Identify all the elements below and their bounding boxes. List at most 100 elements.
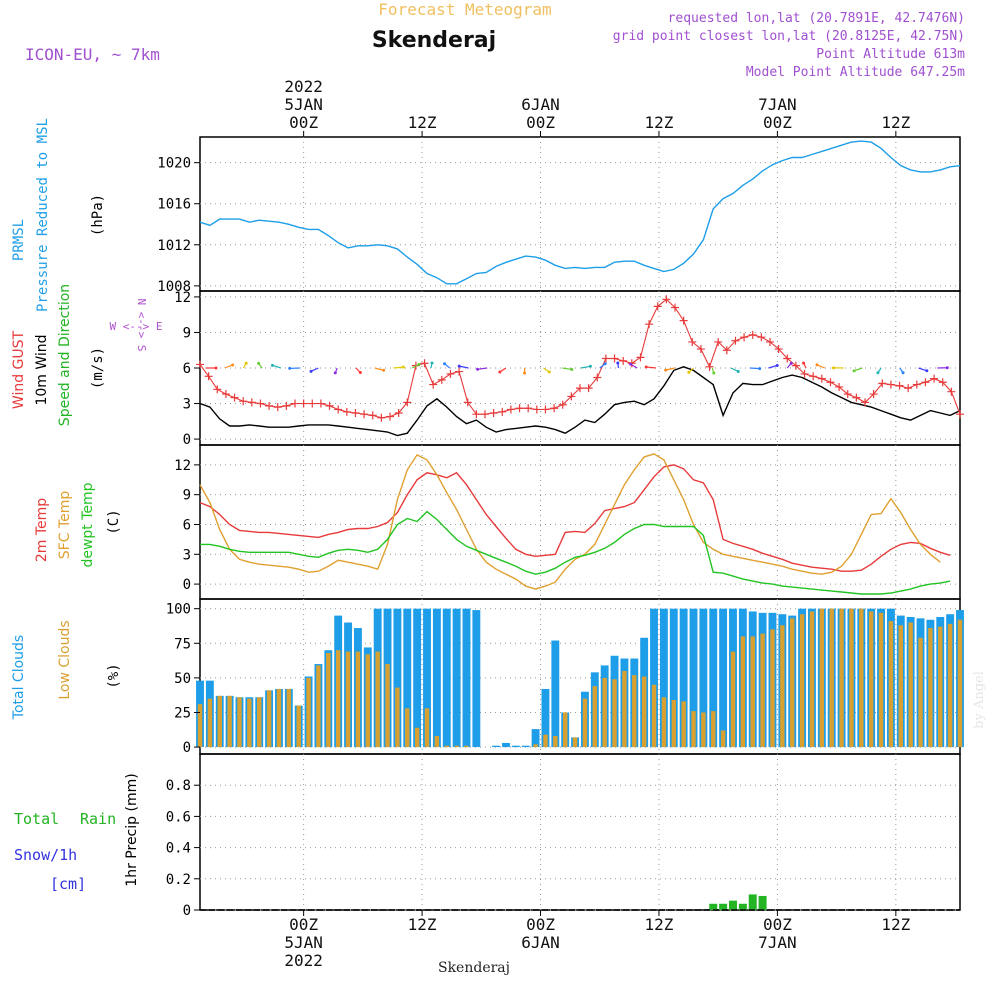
- low-cloud-bar: [385, 664, 390, 748]
- wind-arrow-head: [523, 371, 527, 375]
- low-cloud-bar: [582, 698, 588, 748]
- wind-arrow: [562, 367, 572, 371]
- gust-marker: [610, 354, 619, 363]
- low-cloud-bar: [691, 711, 696, 748]
- rain-bar: [719, 903, 728, 910]
- low-cloud-bar: [868, 611, 874, 748]
- gust-marker: [895, 381, 904, 390]
- low-cloud-bar: [661, 697, 667, 748]
- watermark: by Angel: [972, 671, 987, 729]
- gust-marker: [688, 337, 697, 346]
- low-cloud-bar: [237, 697, 242, 748]
- gust-marker: [826, 378, 835, 387]
- total-cloud-bar: [452, 608, 461, 748]
- gust-marker: [420, 359, 429, 368]
- y-tick-label: 0: [183, 740, 191, 756]
- low-cloud-bar: [335, 650, 341, 748]
- low-cloud-bar: [365, 654, 371, 748]
- precip-cm-label: [cm]: [50, 875, 86, 893]
- low-cloud-bar: [286, 688, 292, 748]
- rain-bar: [738, 903, 747, 910]
- y-tick-label: 0.6: [166, 809, 191, 825]
- gust-marker: [325, 401, 334, 410]
- gust-marker: [308, 399, 317, 408]
- wind-arrow: [749, 367, 760, 370]
- y-tick-label: 1016: [157, 197, 191, 213]
- wind-arrow-head: [644, 365, 648, 369]
- y-tick-label: 9: [183, 325, 191, 341]
- requested-coords: requested lon,lat (20.7891E, 42.7476N): [668, 11, 965, 26]
- pressure-line: [199, 140, 961, 285]
- prmsl-desc-label: Pressure Reduced to MSL: [35, 118, 51, 312]
- gust-marker: [861, 398, 869, 407]
- rain-bar: [709, 903, 718, 910]
- wind-arrow-head: [775, 364, 779, 367]
- low-cloud-bar: [760, 633, 765, 748]
- total-cloud-bar: [403, 608, 412, 748]
- wind-arrow-head: [802, 361, 806, 365]
- gust-marker: [403, 398, 412, 407]
- gust-marker: [316, 399, 325, 408]
- wind-arrow-head: [925, 369, 929, 373]
- gust-marker: [368, 411, 377, 420]
- sfc-temp-label: SFC Temp: [57, 491, 73, 560]
- total-cloud-bar: [650, 608, 658, 748]
- model-point-altitude: Model Point Altitude 647.25m: [746, 65, 965, 80]
- y-tick-label: 0: [183, 903, 191, 919]
- wind-arrow-head: [687, 370, 691, 374]
- low-cloud-bar: [839, 608, 844, 748]
- gust-marker: [809, 372, 818, 381]
- gust-marker: [662, 295, 671, 304]
- time-label-top: 12Z: [645, 113, 674, 132]
- y-tick-label: 0.2: [166, 872, 191, 888]
- prmsl-label: PRMSL: [11, 219, 27, 261]
- gust-marker: [878, 379, 887, 388]
- y-tick-label: 3: [183, 397, 191, 413]
- time-label-top: 00Z: [526, 113, 555, 132]
- gust-label: Wind GUST: [11, 330, 27, 409]
- wind-arrow-head: [358, 370, 362, 374]
- gust-marker: [886, 380, 895, 389]
- wind-arrow-head: [270, 363, 274, 367]
- gust-marker: [472, 410, 481, 419]
- wind-arrow: [646, 366, 657, 369]
- low-cloud-bar: [247, 698, 252, 748]
- gust-marker: [506, 405, 515, 414]
- gust-marker: [869, 390, 878, 399]
- low-cloud-bar: [207, 698, 213, 748]
- t2m-label: 2m Temp: [34, 498, 50, 562]
- time-label-bottom: 12Z: [645, 915, 674, 934]
- gust-marker: [282, 401, 291, 410]
- location-title: Skenderaj: [372, 28, 496, 53]
- gust-marker: [904, 384, 913, 393]
- y-tick-label: 12: [174, 290, 191, 306]
- total-cloud-bar: [551, 640, 560, 748]
- time-label-top: 00Z: [289, 113, 318, 132]
- total-cloud-bar: [679, 608, 688, 748]
- wind-arrow-head: [309, 369, 313, 373]
- low-cloud-bar: [454, 745, 459, 748]
- y-tick-label: 1008: [157, 279, 191, 295]
- y-tick-label: 12: [174, 458, 191, 474]
- time-label-bottom: 6JAN: [521, 933, 560, 952]
- wind-arrow-head: [244, 361, 248, 365]
- low-cloud-bar: [750, 636, 755, 748]
- low-cloud-bar: [711, 711, 716, 748]
- low-cloud-bar: [947, 623, 953, 748]
- time-label-top: 6JAN: [521, 95, 560, 114]
- total-cloud-bar: [531, 729, 540, 748]
- gust-marker: [740, 333, 749, 342]
- gust-marker: [446, 369, 455, 378]
- rain-bar: [728, 900, 737, 910]
- gust-marker: [748, 330, 757, 339]
- time-label-top: 7JAN: [758, 95, 797, 114]
- low-cloud-bar: [780, 625, 785, 748]
- total-clouds-label: Total Clouds: [11, 635, 27, 720]
- gust-marker: [524, 404, 533, 413]
- gust-marker: [576, 384, 584, 393]
- y-tick-label: 100: [166, 602, 191, 618]
- time-label-bottom: 00Z: [526, 915, 555, 934]
- gust-marker: [256, 399, 265, 408]
- low-cloud-bar: [592, 686, 598, 748]
